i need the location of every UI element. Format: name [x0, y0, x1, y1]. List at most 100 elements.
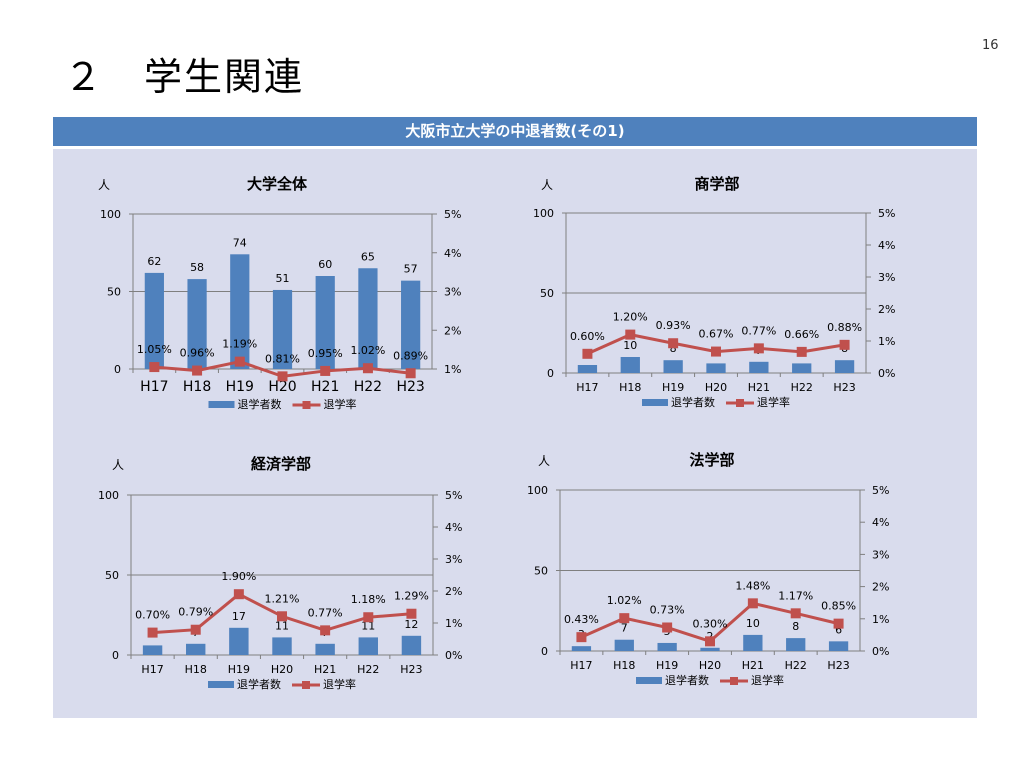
rate-marker-h19 [662, 622, 673, 633]
bar-h17 [577, 365, 598, 373]
rate-marker-h18 [619, 613, 630, 624]
bar-value-label: 12 [404, 618, 418, 631]
rate-marker-h17 [582, 348, 593, 359]
rate-marker-h20 [705, 636, 715, 647]
x-category-label: H18 [619, 381, 641, 394]
rate-value-label: 0.77% [308, 606, 343, 619]
y-tick-label: 100 [100, 208, 121, 221]
rate-marker-h18 [192, 365, 203, 376]
y2-tick-label: 2% [444, 324, 461, 337]
rate-value-label: 1.17% [778, 589, 813, 602]
rate-value-label: 0.73% [650, 603, 685, 616]
y-tick-label: 50 [540, 287, 554, 300]
x-category-label: H23 [833, 381, 855, 394]
y-axis-unit-label: 人 [541, 178, 553, 192]
bar-value-label: 6 [835, 623, 842, 636]
bar-h17 [144, 272, 164, 369]
rate-marker-h22 [362, 363, 373, 374]
bar-h20 [700, 647, 720, 651]
legend-label-bars: 退学者数 [237, 677, 281, 691]
rate-marker-h21 [747, 598, 758, 609]
x-category-label: H20 [268, 379, 296, 395]
bar-h20 [706, 363, 726, 373]
x-category-label: H22 [791, 381, 813, 394]
x-category-label: H18 [613, 659, 635, 672]
x-category-label: H23 [827, 659, 849, 672]
legend-swatch-bars [208, 681, 234, 688]
bar-h18 [620, 357, 640, 373]
x-category-label: H21 [742, 659, 764, 672]
rate-marker-h17 [576, 632, 587, 643]
rate-marker-h18 [190, 624, 201, 635]
rate-marker-h19 [233, 589, 244, 600]
rate-marker-h19 [668, 338, 679, 349]
rate-marker-h21 [753, 343, 764, 354]
x-category-label: H17 [576, 381, 598, 394]
bar-value-label: 7 [621, 622, 628, 635]
legend-swatch-bars [208, 401, 235, 408]
y2-tick-label: 1% [878, 335, 895, 348]
bar-value-label: 8 [670, 342, 677, 355]
bar-h19 [663, 360, 683, 373]
y-tick-label: 50 [107, 286, 121, 299]
y2-tick-label: 2% [872, 581, 889, 594]
y-tick-label: 0 [114, 363, 121, 376]
bar-h21 [315, 276, 335, 369]
y-tick-label: 100 [98, 489, 119, 502]
rate-marker-h22 [790, 608, 801, 619]
y-tick-label: 0 [547, 367, 554, 380]
rate-value-label: 0.67% [699, 328, 734, 341]
legend-label-bars: 退学者数 [665, 673, 709, 687]
bar-value-label: 58 [190, 261, 204, 274]
legend-label-rate: 退学率 [757, 395, 790, 409]
rate-marker-h20 [277, 371, 288, 382]
rate-marker-h19 [234, 356, 245, 367]
rate-value-label: 1.18% [351, 593, 386, 606]
rate-value-label: 0.79% [178, 606, 213, 619]
x-category-label: H21 [311, 379, 339, 395]
y-axis-unit-label: 人 [538, 454, 550, 468]
bar-value-label: 8 [792, 620, 799, 633]
bar-h18 [614, 639, 634, 651]
legend-label-bars: 退学者数 [671, 395, 715, 409]
chart-title: 経済学部 [251, 455, 311, 473]
legend-label-bars: 退学者数 [238, 397, 282, 411]
x-category-label: H22 [785, 659, 807, 672]
x-category-label: H20 [705, 381, 727, 394]
y2-tick-label: 3% [444, 286, 461, 299]
legend-label-rate: 退学率 [324, 397, 357, 411]
bar-value-label: 10 [623, 339, 637, 352]
rate-value-label: 0.89% [393, 349, 428, 362]
bar-h22 [786, 638, 806, 651]
y-tick-label: 50 [534, 565, 548, 578]
bar-value-label: 57 [404, 263, 418, 276]
y2-tick-label: 5% [878, 207, 895, 220]
y2-tick-label: 4% [444, 247, 461, 260]
bar-h19 [229, 627, 249, 655]
y2-tick-label: 4% [872, 516, 889, 529]
rate-marker-h17 [147, 627, 158, 638]
rate-value-label: 0.81% [265, 352, 300, 365]
y2-tick-label: 1% [872, 613, 889, 626]
rate-marker-h23 [839, 339, 850, 350]
bar-h21 [749, 361, 769, 373]
x-category-label: H22 [354, 379, 382, 395]
x-category-label: H17 [570, 659, 592, 672]
rate-marker-h21 [320, 365, 331, 376]
rate-value-label: 1.90% [221, 570, 256, 583]
rate-value-label: 1.02% [607, 594, 642, 607]
bar-value-label: 11 [275, 619, 289, 632]
bar-value-label: 17 [232, 610, 246, 623]
page-number: 16 [982, 38, 999, 53]
y2-tick-label: 2% [878, 303, 895, 316]
y2-tick-label: 5% [444, 208, 461, 221]
rate-marker-h22 [796, 346, 807, 357]
x-category-label: H19 [662, 381, 684, 394]
y2-tick-label: 4% [445, 521, 462, 534]
x-category-label: H19 [228, 663, 250, 676]
x-category-label: H18 [185, 663, 207, 676]
bar-value-label: 51 [276, 272, 290, 285]
rate-value-label: 1.19% [222, 338, 257, 351]
